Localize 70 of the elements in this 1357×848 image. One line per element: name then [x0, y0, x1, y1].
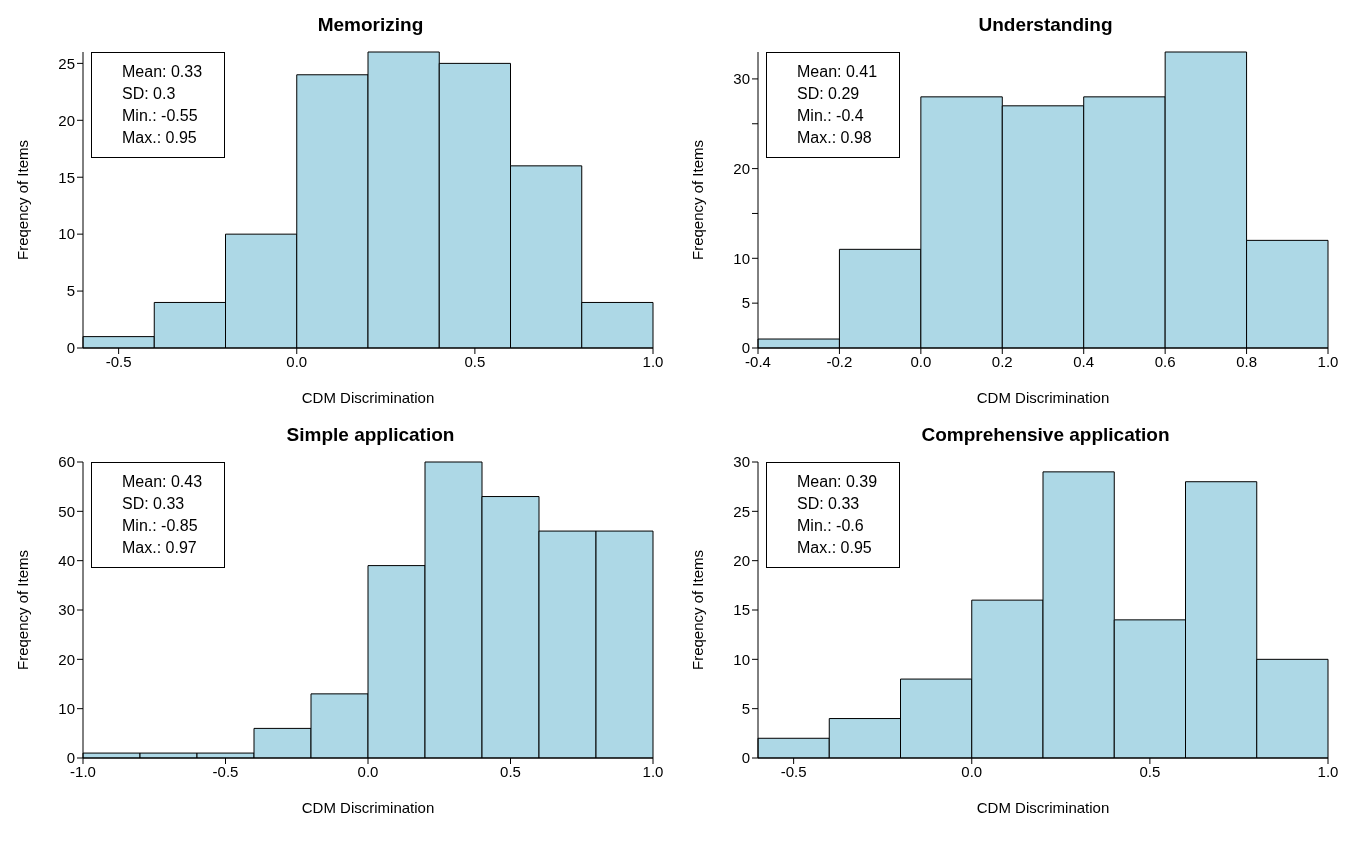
annotation: SD: 0.3 [122, 84, 177, 104]
x-tick-label: -0.5 [780, 762, 807, 780]
y-axis-title: Freqency of Items [689, 139, 707, 261]
annotation: Min.: -0.6 [797, 516, 865, 536]
x-tick-label: 0.2 [991, 352, 1013, 370]
x-tick-label: 1.0 [642, 762, 664, 780]
annotation: Mean: 0.33 [122, 62, 203, 82]
x-tick-label: 0.4 [1073, 352, 1095, 370]
annotation: Max.: 0.95 [797, 538, 873, 558]
chart-title: Simple application [285, 423, 456, 447]
y-tick-label: 40 [58, 551, 75, 569]
x-axis-title: CDM Discrimination [301, 799, 435, 816]
annotation: Mean: 0.43 [122, 472, 203, 492]
y-tick-label: 5 [66, 282, 75, 300]
annotation: Min.: -0.85 [122, 516, 199, 536]
x-tick-label: 0.0 [357, 762, 379, 780]
x-axis-title: CDM Discrimination [976, 799, 1110, 816]
x-tick-label: 1.0 [642, 352, 664, 370]
y-axis-title: Freqency of Items [14, 549, 32, 671]
annotation: SD: 0.29 [797, 84, 861, 104]
y-tick-label: 5 [741, 699, 750, 717]
y-axis-title: Freqency of Items [14, 139, 32, 261]
y-axis-title: Freqency of Items [689, 549, 707, 671]
annotation: Max.: 0.95 [122, 128, 198, 148]
y-tick-label: 30 [733, 453, 750, 471]
y-tick-label: 15 [733, 601, 750, 619]
x-tick-label: 0.0 [910, 352, 932, 370]
annotation: Max.: 0.97 [122, 538, 198, 558]
x-tick-label: 0.5 [1139, 762, 1161, 780]
annotation: Mean: 0.39 [797, 472, 878, 492]
chart-title: Memorizing [316, 13, 425, 37]
y-tick-label: 20 [58, 111, 75, 129]
y-tick-label: 30 [733, 70, 750, 88]
annotation: Mean: 0.41 [797, 62, 878, 82]
y-tick-label: 15 [58, 168, 75, 186]
x-tick-label: -0.2 [826, 352, 853, 370]
annotation: Max.: 0.98 [797, 128, 873, 148]
y-tick-label: 20 [733, 159, 750, 177]
y-tick-label: 30 [58, 601, 75, 619]
y-tick-label: 25 [58, 54, 75, 72]
y-tick-label: 20 [733, 551, 750, 569]
chart-title: Comprehensive application [920, 423, 1171, 447]
y-tick-label: 60 [58, 453, 75, 471]
x-axis-title: CDM Discrimination [301, 389, 435, 406]
y-tick-label: 10 [58, 699, 75, 717]
y-tick-label: 10 [733, 650, 750, 668]
annotation: SD: 0.33 [122, 494, 186, 514]
x-tick-label: 0.5 [464, 352, 486, 370]
x-tick-label: 1.0 [1317, 762, 1339, 780]
y-tick-label: 10 [58, 225, 75, 243]
y-tick-label: 0 [66, 339, 75, 357]
x-tick-label: -0.5 [212, 762, 239, 780]
y-tick-label: 10 [733, 249, 750, 267]
chart-title: Understanding [977, 13, 1114, 37]
x-axis-title: CDM Discrimination [976, 389, 1110, 406]
x-tick-label: 0.5 [500, 762, 521, 780]
annotation: Min.: -0.4 [797, 106, 865, 126]
x-tick-label: -0.5 [105, 352, 132, 370]
y-tick-label: 20 [58, 650, 75, 668]
x-tick-label: 1.0 [1317, 352, 1339, 370]
annotation: Min.: -0.55 [122, 106, 199, 126]
y-tick-label: 5 [741, 294, 750, 312]
x-tick-label: 0.0 [286, 352, 308, 370]
x-tick-label: 0.6 [1154, 352, 1176, 370]
y-tick-label: 25 [733, 502, 750, 520]
y-tick-label: 0 [741, 749, 750, 767]
y-tick-label: 50 [58, 502, 75, 520]
x-tick-label: 0.8 [1236, 352, 1257, 370]
annotation: SD: 0.33 [797, 494, 861, 514]
x-tick-label: 0.0 [961, 762, 983, 780]
